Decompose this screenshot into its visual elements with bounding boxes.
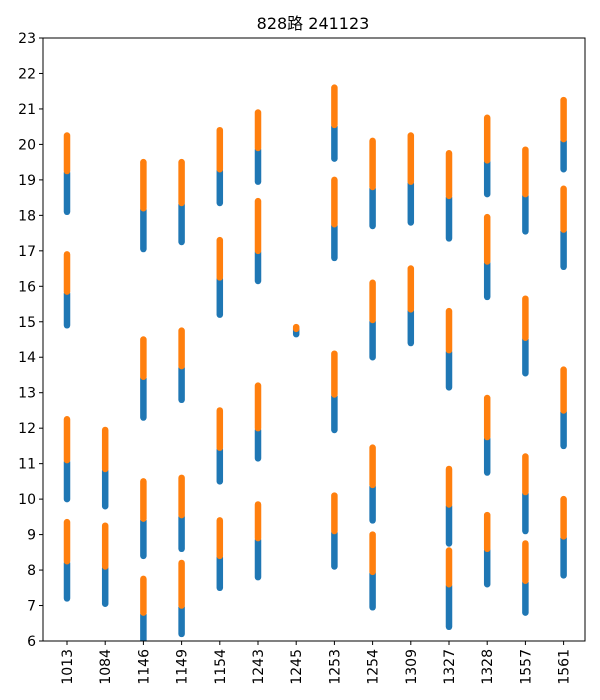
- x-tick-label-1253: 1253: [327, 649, 343, 685]
- x-tick-label-1084: 1084: [98, 649, 114, 685]
- y-tick-label-9: 9: [27, 528, 36, 544]
- x-tick-label-1243: 1243: [251, 649, 267, 685]
- x-tick-label-1327: 1327: [442, 649, 458, 685]
- x-tick-label-1328: 1328: [480, 649, 496, 685]
- y-tick-label-21: 21: [18, 102, 36, 118]
- y-tick-label-7: 7: [27, 599, 36, 615]
- y-tick-label-22: 22: [18, 66, 36, 82]
- plot-area: [63, 84, 567, 641]
- x-tick-label-1557: 1557: [518, 649, 534, 685]
- y-tick-label-19: 19: [18, 173, 36, 189]
- y-tick-label-14: 14: [18, 350, 36, 366]
- x-tick-label-1146: 1146: [136, 649, 152, 685]
- x-tick-label-1254: 1254: [366, 649, 382, 685]
- plot-frame: [42, 37, 586, 642]
- y-tick-label-18: 18: [18, 208, 36, 224]
- x-tick-label-1149: 1149: [175, 649, 191, 685]
- y-tick-label-6: 6: [27, 634, 36, 650]
- x-tick-label-1561: 1561: [557, 649, 573, 685]
- y-tick-label-23: 23: [18, 31, 36, 47]
- x-tick-label-1013: 1013: [60, 649, 76, 685]
- y-axis: 6 7 8 9 10 11 12 13 14 15 16 17 18 19 20 21 22 23: [18, 31, 43, 650]
- y-tick-label-17: 17: [18, 244, 36, 260]
- x-axis: 1013 1084 1146 1149 1154 1243 1245 1253 1254 1309…: [60, 641, 573, 685]
- y-tick-label-20: 20: [18, 137, 36, 153]
- x-tick-label-1309: 1309: [404, 649, 420, 685]
- y-tick-label-12: 12: [18, 421, 36, 437]
- x-tick-label-1154: 1154: [213, 649, 229, 685]
- y-tick-label-13: 13: [18, 386, 36, 402]
- y-tick-label-10: 10: [18, 492, 36, 508]
- y-tick-label-11: 11: [18, 457, 36, 473]
- x-tick-label-1245: 1245: [289, 649, 305, 685]
- y-tick-label-16: 16: [18, 279, 36, 295]
- y-tick-label-15: 15: [18, 315, 36, 331]
- chart-title: 828路 241123: [257, 14, 370, 33]
- y-tick-label-8: 8: [27, 563, 36, 579]
